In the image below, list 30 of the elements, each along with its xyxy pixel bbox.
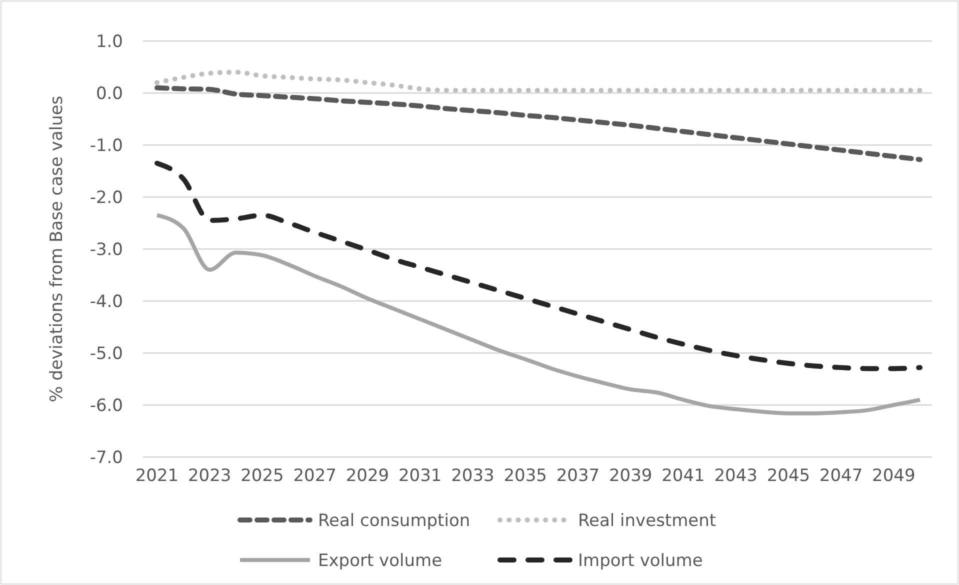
y-tick-label: -5.0	[90, 344, 123, 364]
x-tick-label: 2043	[714, 466, 758, 486]
y-tick-label: -2.0	[90, 188, 123, 208]
legend-label: Export volume	[318, 550, 442, 571]
x-tick-label: 2049	[872, 466, 916, 486]
x-tick-label: 2033	[451, 466, 494, 486]
x-tick-label: 2037	[556, 466, 600, 486]
y-tick-label: -1.0	[90, 136, 123, 156]
x-tick-label: 2041	[662, 466, 705, 486]
x-tick-label: 2047	[819, 466, 863, 486]
x-tick-label: 2035	[504, 466, 547, 486]
x-tick-label: 2039	[608, 466, 652, 486]
x-tick-label: 2025	[240, 466, 284, 486]
x-tick-label: 2023	[188, 466, 232, 486]
y-axis-title: % deviations from Base case values	[47, 96, 67, 402]
y-tick-label: -4.0	[90, 292, 123, 312]
y-tick-label: -3.0	[90, 240, 123, 260]
legend-label: Import volume	[578, 550, 703, 571]
x-tick-label: 2029	[346, 466, 390, 486]
x-tick-label: 2045	[766, 466, 810, 486]
y-tick-label: 0.0	[96, 84, 123, 104]
y-tick-label: -6.0	[90, 396, 123, 416]
legend-label: Real consumption	[318, 510, 470, 531]
x-tick-label: 2021	[135, 466, 179, 486]
y-tick-label: -7.0	[90, 448, 123, 468]
legend-label: Real investment	[578, 510, 716, 531]
y-tick-label: 1.0	[96, 32, 123, 52]
line-series	[155, 213, 922, 416]
x-tick-label: 2031	[398, 466, 442, 486]
x-tick-label: 2027	[293, 466, 336, 486]
